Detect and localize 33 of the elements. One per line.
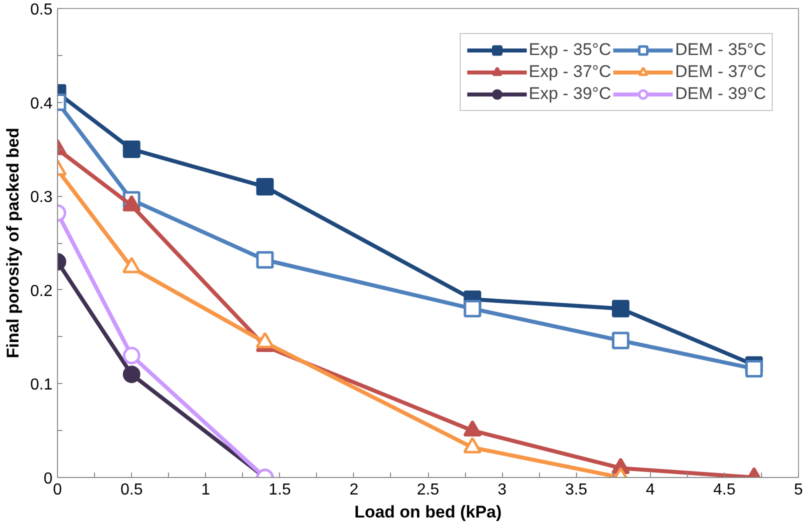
x-tick-label: 5 [794,482,804,498]
x-tick-label: 3.5 [565,482,588,498]
legend-label: DEM - 35°C [675,40,766,60]
y-tick-label: 0.1 [30,376,53,394]
y-tick-label: 0.5 [30,2,53,18]
x-tick-label: 2 [349,482,358,498]
y-tick-label: 0.3 [30,189,53,206]
point [612,300,630,318]
point [464,300,482,318]
y-tick-label: 0 [44,470,53,488]
legend-label: DEM - 37°C [675,62,766,82]
x-tick-label: 1 [201,482,210,498]
point [256,178,274,196]
y-tick-label: 0.4 [30,95,53,112]
legend-label: Exp - 37°C [528,62,612,82]
legend-label: Exp - 39°C [528,84,612,104]
point [745,360,763,378]
x-tick-label: 4 [646,482,655,498]
legend-label: DEM - 39°C [675,84,766,104]
point [122,140,140,158]
point [612,332,630,350]
point [463,420,482,436]
x-axis-title: Load on bed (kPa) [354,502,502,522]
x-tick-label: 0.5 [120,482,143,498]
x-tick-label: 1.5 [268,482,292,498]
x-tick-label: 3 [498,482,507,498]
y-tick-label: 0.2 [30,282,53,300]
x-tick-label: 2.5 [416,482,440,498]
legend-label: Exp - 35°C [528,40,612,60]
point [256,251,274,269]
point [463,436,482,454]
y-axis-title: Final porosity of packed bed [3,128,22,358]
x-tick-label: 4.5 [713,482,736,498]
